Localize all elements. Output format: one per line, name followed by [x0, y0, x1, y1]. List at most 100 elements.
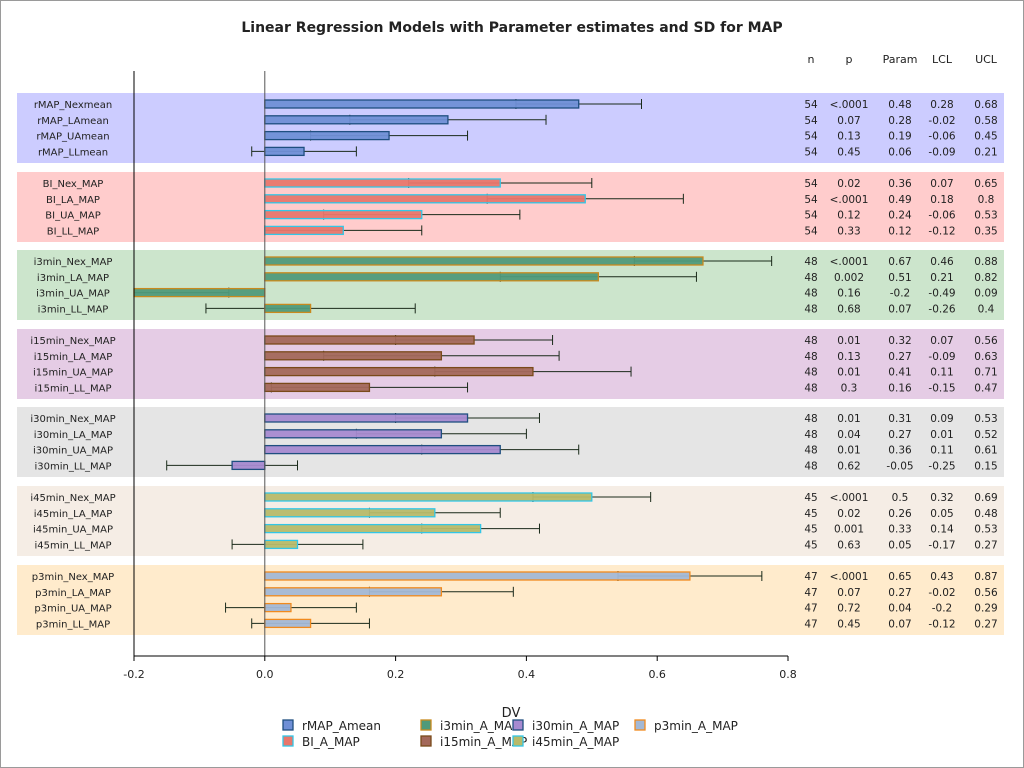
group-band-BI_A_MAP [17, 172, 1004, 242]
table-cell-ucl: 0.29 [974, 603, 997, 615]
table-header-n: n [808, 53, 815, 66]
bar-BI_Nex_MAP [264, 178, 501, 188]
table-cell-p: 0.3 [841, 382, 858, 394]
legend-label: i3min_A_MAP [440, 719, 520, 733]
bar-i3min_LA_MAP [264, 272, 599, 282]
table-cell-p: 0.01 [837, 335, 860, 347]
row-label: rMAP_Nexmean [34, 100, 112, 111]
table-cell-lcl: 0.05 [930, 508, 953, 520]
table-cell-param: 0.27 [888, 429, 911, 441]
table-cell-param: 0.16 [888, 382, 912, 394]
table-cell-p: 0.07 [837, 587, 860, 599]
table-cell-param: 0.27 [888, 351, 911, 363]
table-cell-lcl: -0.02 [928, 115, 955, 127]
legend-swatch-BI_A_MAP [282, 735, 294, 747]
table-header-param: Param [883, 53, 918, 66]
table-cell-n: 45 [804, 508, 817, 520]
legend-label: i45min_A_MAP [532, 735, 619, 749]
table-cell-p: 0.07 [837, 115, 860, 127]
legend-swatch-i45min_A_MAP [512, 735, 524, 747]
table-header-p: p [846, 53, 853, 66]
table-header-lcl: LCL [932, 53, 953, 66]
table-cell-lcl: 0.46 [930, 256, 954, 268]
row-label: i45min_UA_MAP [33, 525, 113, 536]
bar-i30min_UA_MAP [264, 444, 501, 455]
bar-rMAP_UAmean [264, 130, 390, 141]
table-cell-lcl: -0.09 [928, 146, 955, 158]
x-tick-label: 0.2 [387, 668, 405, 681]
legend-swatch-i30min_A_MAP [512, 719, 524, 731]
table-cell-lcl: 0.11 [930, 367, 953, 379]
table-cell-param: 0.19 [888, 131, 911, 143]
table-cell-p: 0.01 [837, 445, 860, 457]
table-cell-n: 45 [804, 539, 817, 551]
table-cell-ucl: 0.63 [974, 351, 997, 363]
row-label: i15min_UA_MAP [33, 368, 113, 379]
table-cell-lcl: 0.21 [930, 272, 953, 284]
table-cell-n: 45 [804, 492, 817, 504]
row-label: i3min_Nex_MAP [34, 257, 113, 268]
table-cell-ucl: 0.8 [978, 194, 995, 206]
table-cell-ucl: 0.69 [974, 492, 997, 504]
x-tick-label: 0.6 [648, 668, 666, 681]
table-cell-ucl: 0.15 [974, 460, 997, 472]
row-label: BI_UA_MAP [45, 211, 100, 222]
table-cell-p: 0.13 [837, 351, 860, 363]
table-cell-ucl: 0.4 [978, 303, 995, 315]
table-cell-lcl: 0.28 [930, 99, 953, 111]
table-cell-lcl: 0.01 [930, 429, 953, 441]
table-cell-ucl: 0.71 [974, 367, 997, 379]
table-cell-n: 54 [804, 210, 818, 222]
table-cell-p: 0.16 [837, 288, 861, 300]
table-cell-ucl: 0.47 [974, 382, 997, 394]
table-cell-n: 48 [804, 288, 817, 300]
bar-i30min_LL_MAP [231, 460, 266, 471]
table-cell-n: 48 [804, 460, 817, 472]
table-cell-p: 0.72 [837, 603, 860, 615]
table-cell-param: 0.28 [888, 115, 911, 127]
table-cell-n: 48 [804, 413, 817, 425]
table-cell-ucl: 0.45 [974, 131, 997, 143]
table-cell-n: 48 [804, 429, 817, 441]
x-tick-label: -0.2 [123, 668, 144, 681]
table-cell-param: -0.05 [886, 460, 913, 472]
table-cell-n: 48 [804, 445, 817, 457]
table-cell-p: 0.12 [837, 210, 860, 222]
bar-i45min_UA_MAP [264, 523, 482, 534]
bar-i3min_UA_MAP [133, 287, 266, 298]
table-cell-ucl: 0.53 [974, 524, 997, 536]
bar-BI_LA_MAP [264, 194, 586, 204]
table-cell-param: 0.32 [888, 335, 911, 347]
bar-i15min_LA_MAP [264, 351, 443, 361]
table-cell-param: 0.12 [888, 225, 911, 237]
table-cell-p: 0.68 [837, 303, 860, 315]
chart-title: Linear Regression Models with Parameter … [241, 20, 782, 36]
table-cell-lcl: 0.07 [930, 178, 953, 190]
bar-i45min_LL_MAP [264, 539, 299, 550]
table-cell-lcl: 0.07 [930, 335, 953, 347]
table-cell-lcl: -0.17 [928, 539, 955, 551]
table-cell-n: 48 [804, 367, 817, 379]
legend-label: BI_A_MAP [302, 735, 360, 749]
table-cell-p: 0.45 [837, 618, 860, 630]
table-cell-p: <.0001 [830, 194, 869, 206]
table-cell-ucl: 0.53 [974, 413, 997, 425]
table-cell-param: 0.5 [892, 492, 909, 504]
legend-swatch-rMAP_Amean [282, 719, 294, 731]
row-label: i3min_LA_MAP [37, 273, 109, 284]
legend-swatch-i15min_A_MAP [420, 735, 432, 747]
bar-p3min_Nex_MAP [264, 571, 691, 581]
legend-swatch-p3min_A_MAP [634, 719, 646, 731]
table-cell-lcl: -0.06 [928, 210, 955, 222]
table-cell-p: 0.04 [837, 429, 861, 441]
table-cell-ucl: 0.21 [974, 146, 997, 158]
bar-p3min_LL_MAP [264, 618, 312, 629]
table-cell-lcl: -0.26 [928, 303, 955, 315]
table-cell-n: 54 [804, 225, 818, 237]
table-cell-n: 48 [804, 256, 817, 268]
row-label: i15min_Nex_MAP [30, 336, 115, 347]
table-cell-ucl: 0.82 [974, 272, 997, 284]
table-cell-p: <.0001 [830, 571, 869, 583]
row-label: i30min_LA_MAP [34, 430, 113, 441]
row-label: BI_LA_MAP [46, 195, 100, 206]
